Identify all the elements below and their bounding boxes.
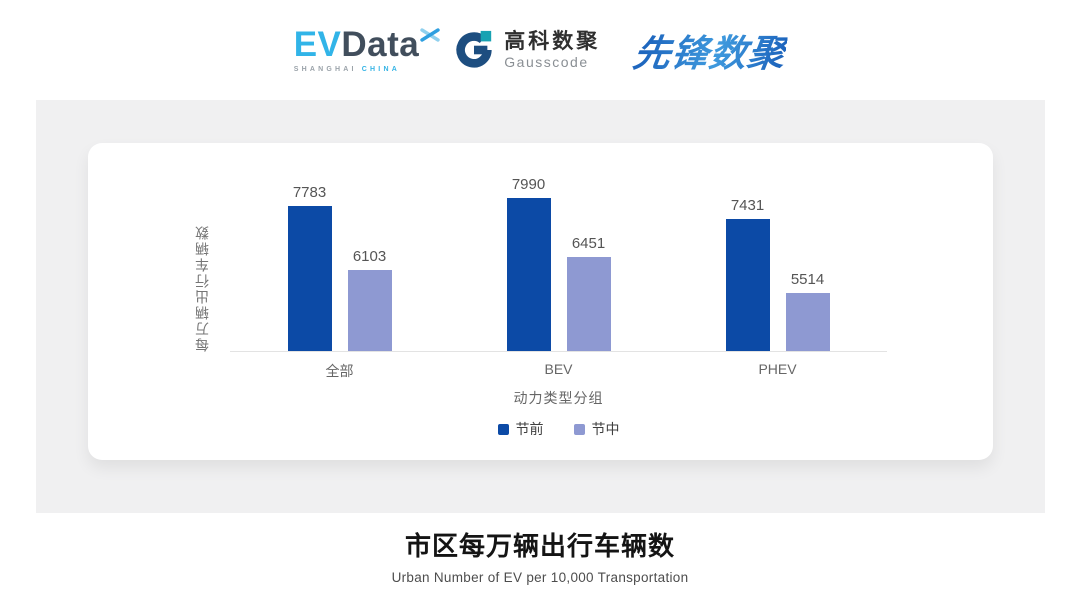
bar-group-PHEV: 7431 5514 (668, 183, 887, 351)
bar-节前-BEV: 7990 (506, 176, 551, 351)
y-axis-label: 每万辆出行车辆数 (194, 224, 210, 352)
bar-节中-全部: 6103 (347, 248, 392, 351)
chart-title: 市区每万辆出行车辆数 (404, 531, 675, 561)
gausscode-en-name: Gausscode (504, 53, 589, 70)
pioneer-logo: 先锋数聚 (630, 23, 790, 77)
x-tick-全部: 全部 (325, 363, 354, 379)
gausscode-g-icon (453, 29, 495, 71)
bar-value-label: 6103 (352, 248, 387, 265)
bar-节中-PHEV: 5514 (785, 271, 830, 351)
bar-value-label: 7431 (730, 197, 765, 214)
chart-panel: 每万辆出行车辆数 7783 6103 7990 6451 7431 5514 全部 BEV P… (36, 100, 1045, 513)
legend: 节前 节中 (230, 419, 887, 439)
evdata-shanghai-text: SHANGHAI (293, 66, 357, 73)
bar-value-label: 5514 (790, 271, 825, 288)
bar-节前-PHEV: 7431 (725, 197, 770, 351)
legend-swatch-icon (497, 423, 509, 435)
legend-item-节中: 节中 (573, 419, 620, 439)
evdata-logo: EVData SHANGHAI CHINA (293, 25, 440, 73)
plot-area: 7783 6103 7990 6451 7431 5514 (230, 176, 887, 352)
logo-strip: EVData SHANGHAI CHINA (0, 0, 1080, 100)
bar-节中-BEV: 6451 (566, 235, 611, 351)
evdata-pinwheel-icon (419, 17, 441, 42)
bar-value-label: 7783 (292, 184, 327, 201)
x-axis-ticks: 全部 BEV PHEV (230, 361, 887, 381)
caption: 市区每万辆出行车辆数 Urban Number of EV per 10,000… (0, 526, 1080, 585)
x-axis-title: 动力类型分组 (513, 390, 604, 406)
bar-节前-全部: 7783 (287, 184, 332, 351)
bar-value-label: 7990 (511, 176, 546, 193)
evdata-data-text: Data (341, 25, 420, 64)
legend-label: 节前 (515, 421, 544, 437)
x-tick-BEV: BEV (544, 361, 573, 377)
chart-subtitle: Urban Number of EV per 10,000 Transporta… (391, 570, 689, 585)
gausscode-cn-name: 高科数聚 (504, 29, 601, 53)
evdata-tagline: SHANGHAI CHINA (294, 66, 400, 73)
x-tick-PHEV: PHEV (758, 361, 797, 377)
legend-label: 节中 (591, 421, 620, 437)
bar-group-BEV: 7990 6451 (449, 176, 668, 351)
legend-item-节前: 节前 (497, 419, 544, 439)
bar-chart: 每万辆出行车辆数 7783 6103 7990 6451 7431 5514 全部 BEV P… (88, 143, 993, 460)
legend-swatch-icon (573, 423, 585, 435)
gausscode-text: 高科数聚 Gausscode (504, 29, 601, 70)
evdata-wordmark: EVData (293, 25, 440, 64)
evdata-china-text: CHINA (361, 66, 400, 73)
evdata-ev-text: EV (293, 25, 342, 64)
bar-group-全部: 7783 6103 (230, 183, 449, 351)
gausscode-logo: 高科数聚 Gausscode (453, 29, 600, 71)
bar-value-label: 6451 (571, 235, 606, 252)
chart-card: 每万辆出行车辆数 7783 6103 7990 6451 7431 5514 全部 BEV P… (88, 143, 993, 460)
